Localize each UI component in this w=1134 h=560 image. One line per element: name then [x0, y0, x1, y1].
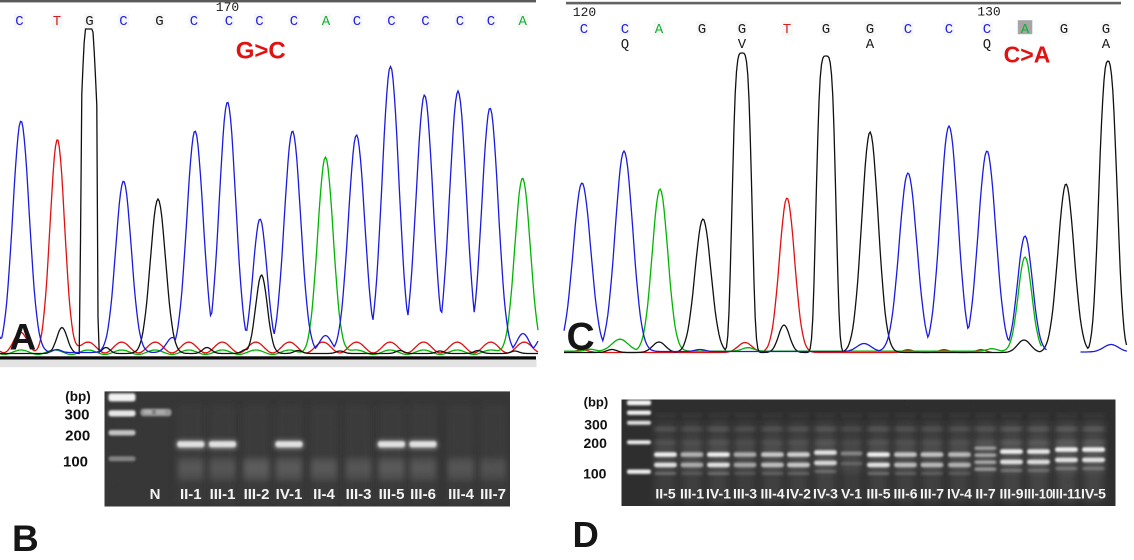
svg-text:IV-2: IV-2 [786, 485, 811, 501]
svg-text:C: C [255, 14, 263, 30]
svg-text:C: C [225, 14, 233, 30]
svg-text:(bp): (bp) [584, 395, 609, 410]
svg-text:130: 130 [977, 5, 1000, 20]
svg-text:III-4: III-4 [760, 485, 784, 501]
svg-text:A: A [866, 37, 875, 53]
svg-text:III-4: III-4 [448, 486, 474, 503]
svg-text:120: 120 [573, 5, 596, 20]
svg-text:G: G [1060, 22, 1068, 38]
svg-text:C: C [621, 22, 629, 38]
svg-text:III-6: III-6 [410, 486, 436, 503]
svg-text:V-1: V-1 [841, 485, 862, 501]
svg-text:III-1: III-1 [210, 486, 236, 503]
svg-text:C: C [567, 316, 595, 359]
svg-text:G: G [738, 22, 746, 38]
svg-text:III-3: III-3 [346, 486, 372, 503]
svg-text:A: A [655, 22, 664, 38]
svg-text:C>A: C>A [1004, 42, 1051, 68]
svg-text:C: C [387, 14, 395, 30]
svg-text:A: A [1021, 22, 1030, 38]
svg-text:II-4: II-4 [313, 486, 335, 503]
svg-text:III-6: III-6 [893, 485, 917, 501]
svg-text:IV-4: IV-4 [947, 485, 972, 501]
svg-text:C: C [945, 22, 953, 38]
svg-text:G: G [85, 14, 93, 30]
svg-text:III-5: III-5 [866, 485, 890, 501]
svg-text:III-2: III-2 [244, 486, 270, 503]
svg-text:C: C [456, 14, 464, 30]
svg-text:III-11: III-11 [1052, 485, 1081, 501]
svg-text:G>C: G>C [236, 38, 286, 65]
svg-text:A: A [322, 14, 331, 30]
svg-text:T: T [53, 14, 61, 30]
svg-text:III-7: III-7 [480, 486, 506, 503]
svg-text:II-1: II-1 [180, 486, 202, 503]
svg-text:100: 100 [583, 466, 607, 482]
svg-text:A: A [1102, 37, 1111, 53]
svg-text:N: N [150, 486, 161, 503]
svg-text:C: C [904, 22, 912, 38]
svg-text:C: C [983, 22, 991, 38]
svg-text:170: 170 [216, 0, 239, 15]
svg-text:C: C [119, 14, 127, 30]
svg-text:II-7: II-7 [975, 485, 995, 501]
svg-text:C: C [190, 14, 198, 30]
svg-text:(bp): (bp) [65, 389, 90, 404]
svg-text:C: C [15, 14, 23, 30]
svg-text:A: A [10, 317, 37, 358]
svg-text:A: A [518, 14, 527, 30]
svg-text:G: G [155, 14, 163, 30]
svg-text:Q: Q [621, 37, 629, 53]
svg-text:III-10: III-10 [1024, 485, 1053, 501]
svg-text:T: T [783, 22, 791, 38]
svg-text:IV-3: IV-3 [813, 485, 838, 501]
svg-text:200: 200 [65, 427, 90, 444]
svg-text:C: C [421, 14, 429, 30]
svg-text:C: C [290, 14, 298, 30]
svg-text:100: 100 [63, 453, 88, 470]
svg-text:Q: Q [983, 37, 991, 53]
svg-text:200: 200 [584, 435, 608, 451]
svg-text:V: V [738, 37, 747, 53]
svg-text:III-5: III-5 [379, 486, 405, 503]
svg-text:III-9: III-9 [999, 485, 1023, 501]
svg-text:C: C [580, 22, 588, 38]
svg-text:G: G [1102, 22, 1110, 38]
svg-text:III-3: III-3 [733, 485, 757, 501]
svg-text:C: C [487, 14, 495, 30]
svg-text:IV-1: IV-1 [276, 486, 303, 503]
svg-text:300: 300 [64, 407, 89, 424]
svg-text:G: G [698, 22, 706, 38]
svg-text:G: G [822, 22, 830, 38]
svg-text:III-7: III-7 [920, 485, 944, 501]
svg-text:G: G [866, 22, 874, 38]
svg-text:III-1: III-1 [680, 485, 704, 501]
svg-text:300: 300 [584, 417, 608, 433]
svg-text:B: B [12, 518, 39, 559]
svg-text:C: C [353, 14, 361, 30]
svg-text:IV-5: IV-5 [1081, 485, 1106, 501]
svg-text:IV-1: IV-1 [706, 485, 731, 501]
svg-text:II-5: II-5 [655, 485, 675, 501]
svg-text:D: D [573, 514, 599, 555]
